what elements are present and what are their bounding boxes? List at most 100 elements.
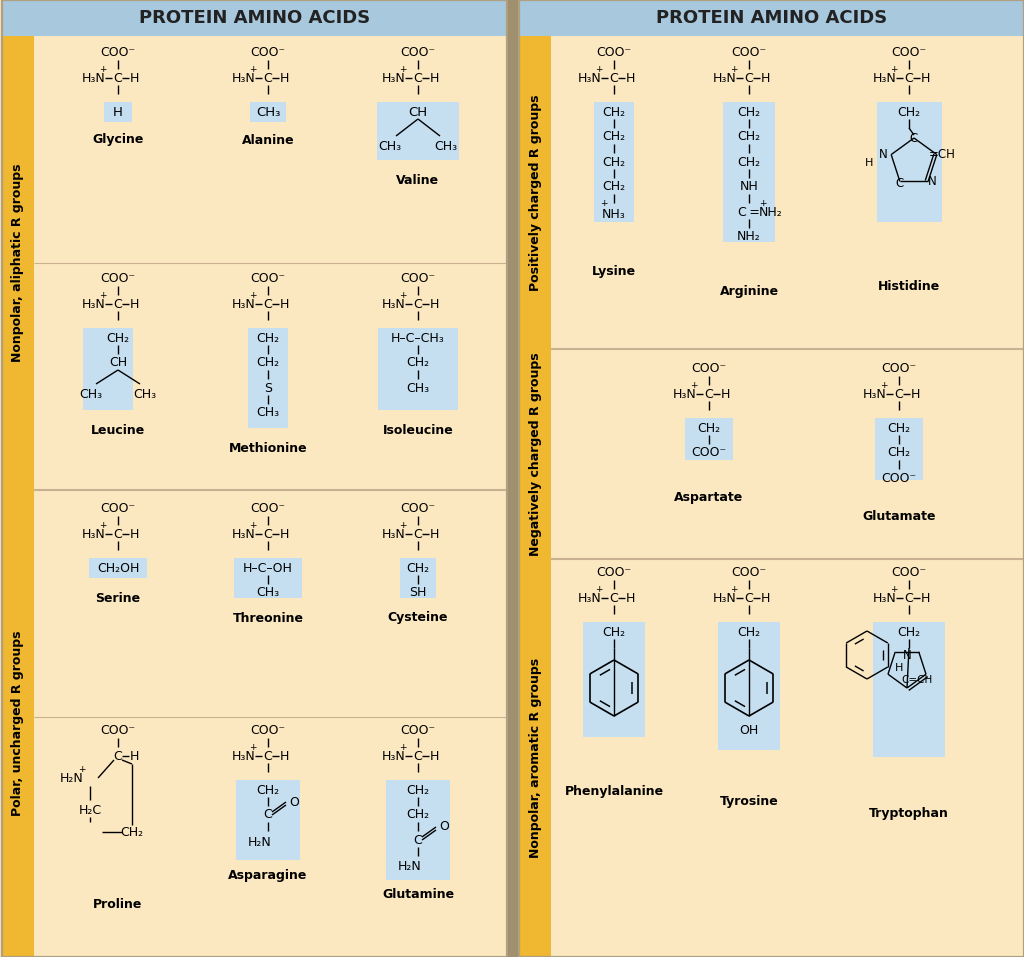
Text: CH₂: CH₂ (602, 130, 626, 144)
Text: CH₂: CH₂ (602, 626, 626, 638)
Text: COO⁻: COO⁻ (400, 501, 435, 515)
Text: H₃N: H₃N (713, 72, 737, 84)
Text: Nonpolar, aliphatic R groups: Nonpolar, aliphatic R groups (11, 164, 25, 363)
Text: CH₂: CH₂ (888, 447, 910, 459)
Text: Aspartate: Aspartate (675, 492, 743, 504)
Text: Tyrosine: Tyrosine (720, 795, 778, 809)
Text: +: + (78, 765, 86, 773)
Text: COO⁻: COO⁻ (691, 362, 727, 374)
Text: H₃N: H₃N (579, 591, 602, 605)
Text: COO⁻: COO⁻ (400, 46, 435, 58)
Text: N: N (879, 148, 888, 161)
Text: CH₂: CH₂ (407, 562, 429, 574)
Text: COO⁻: COO⁻ (100, 501, 135, 515)
Text: +: + (249, 65, 257, 75)
Text: COO⁻: COO⁻ (251, 46, 286, 58)
Text: CH₂: CH₂ (407, 809, 429, 821)
Text: +: + (890, 586, 898, 594)
Text: Methionine: Methionine (228, 441, 307, 455)
Text: CH₂: CH₂ (106, 331, 130, 345)
FancyBboxPatch shape (2, 0, 507, 36)
Text: CH₂: CH₂ (897, 626, 921, 638)
FancyBboxPatch shape (519, 349, 551, 559)
Text: Polar, uncharged R groups: Polar, uncharged R groups (11, 631, 25, 816)
Text: +: + (99, 292, 106, 300)
FancyBboxPatch shape (236, 780, 300, 860)
Text: COO⁻: COO⁻ (251, 723, 286, 737)
Text: H₃N: H₃N (873, 591, 897, 605)
Text: +: + (399, 522, 407, 530)
FancyBboxPatch shape (507, 0, 519, 957)
Text: H: H (921, 72, 930, 84)
Text: Tryptophan: Tryptophan (869, 808, 949, 820)
Text: H₃N: H₃N (82, 527, 105, 541)
Text: SH: SH (410, 587, 427, 599)
Text: H₃N: H₃N (82, 298, 105, 310)
Text: Valine: Valine (396, 173, 439, 187)
Text: CH₂: CH₂ (697, 421, 721, 434)
FancyBboxPatch shape (2, 36, 34, 490)
Text: H–C–CH₃: H–C–CH₃ (391, 331, 444, 345)
Text: CH: CH (409, 105, 428, 119)
FancyBboxPatch shape (250, 102, 286, 122)
Text: H₃N: H₃N (232, 298, 256, 310)
FancyBboxPatch shape (2, 0, 507, 957)
Text: C: C (904, 591, 913, 605)
Text: C =: C = (738, 206, 760, 218)
Text: COO⁻: COO⁻ (596, 46, 632, 58)
Text: Lysine: Lysine (592, 265, 636, 278)
Text: +: + (881, 382, 888, 390)
Text: H₃N: H₃N (713, 591, 737, 605)
Text: H: H (129, 527, 138, 541)
FancyBboxPatch shape (877, 102, 941, 222)
Text: H: H (129, 749, 138, 763)
Text: COO⁻: COO⁻ (100, 46, 135, 58)
Text: Arginine: Arginine (720, 285, 778, 299)
Text: C: C (263, 749, 272, 763)
Text: COO⁻: COO⁻ (731, 46, 767, 58)
Text: +: + (759, 198, 767, 208)
FancyBboxPatch shape (400, 558, 436, 598)
Text: CH₂: CH₂ (256, 784, 280, 796)
Text: H₃N: H₃N (232, 527, 256, 541)
Text: COO⁻: COO⁻ (892, 566, 927, 578)
FancyBboxPatch shape (378, 328, 458, 410)
Text: Glycine: Glycine (92, 133, 143, 146)
Text: C: C (414, 834, 422, 847)
FancyBboxPatch shape (723, 102, 775, 242)
Text: H: H (626, 591, 635, 605)
Text: CH₂: CH₂ (256, 357, 280, 369)
Text: C: C (744, 591, 754, 605)
Text: CH₂: CH₂ (888, 421, 910, 434)
Text: Glutamine: Glutamine (382, 888, 454, 901)
Text: COO⁻: COO⁻ (100, 723, 135, 737)
Text: C=CH: C=CH (901, 675, 933, 685)
Text: CH₃: CH₃ (256, 407, 280, 419)
Text: Cysteine: Cysteine (388, 612, 449, 625)
Text: +: + (249, 522, 257, 530)
Text: +: + (595, 586, 603, 594)
Text: NH: NH (739, 181, 759, 193)
Text: COO⁻: COO⁻ (251, 272, 286, 284)
Text: CH: CH (109, 357, 127, 369)
Text: Isoleucine: Isoleucine (383, 424, 454, 436)
Text: H₃N: H₃N (382, 72, 406, 84)
Text: H₃N: H₃N (873, 72, 897, 84)
Text: H: H (429, 749, 438, 763)
Text: H₂C: H₂C (79, 804, 101, 816)
Text: +: + (890, 65, 898, 75)
Text: Phenylalanine: Phenylalanine (564, 786, 664, 798)
Text: +: + (99, 65, 106, 75)
Text: C: C (744, 72, 754, 84)
FancyBboxPatch shape (386, 780, 450, 880)
Text: H: H (129, 298, 138, 310)
Text: +: + (595, 65, 603, 75)
Text: H: H (626, 72, 635, 84)
Text: H₂N: H₂N (398, 860, 422, 874)
Text: CH₂: CH₂ (737, 626, 761, 638)
Text: C: C (263, 809, 272, 821)
Text: COO⁻: COO⁻ (892, 46, 927, 58)
Text: CH₃: CH₃ (379, 140, 401, 152)
Text: H: H (865, 158, 873, 167)
Text: C: C (114, 527, 123, 541)
